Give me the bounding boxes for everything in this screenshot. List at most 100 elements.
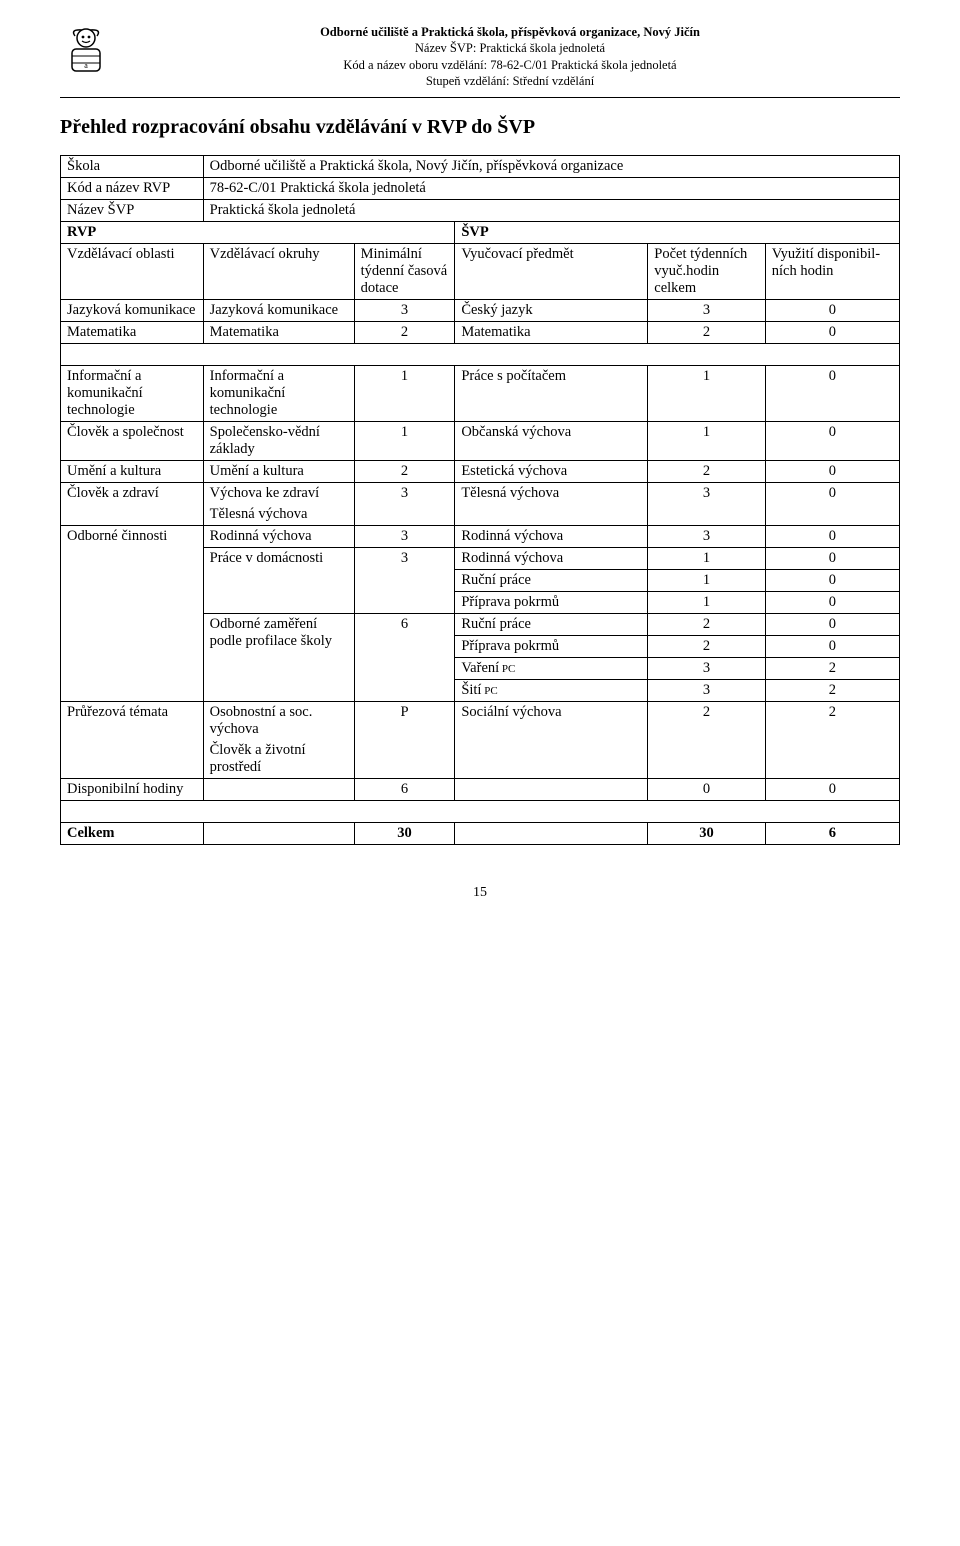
header-text: Odborné učiliště a Praktická škola, přís… xyxy=(120,24,900,89)
cell-disp: 0 xyxy=(765,300,899,322)
intro-label-nazev: Název ŠVP xyxy=(61,200,204,222)
cell-hrs: 3 xyxy=(648,680,765,702)
page: a Odborné učiliště a Praktická škola, př… xyxy=(0,0,960,921)
total-disp: 6 xyxy=(765,823,899,845)
cell-dot: 3 xyxy=(354,483,455,526)
cell-disp: 0 xyxy=(765,614,899,636)
cell-hrs: 3 xyxy=(648,526,765,548)
cell-disp: 0 xyxy=(765,570,899,592)
cell-subj: Vaření PC xyxy=(455,658,648,680)
cell-dot: 1 xyxy=(354,366,455,422)
cell-okruh: Odborné zaměření podle profilace školy xyxy=(203,614,354,702)
page-title: Přehled rozpracování obsahu vzdělávání v… xyxy=(60,116,900,139)
table-row: Matematika Matematika 2 Matematika 2 0 xyxy=(61,322,900,344)
cell-okruh: Rodinná výchova xyxy=(203,526,354,548)
cell-disp: 0 xyxy=(765,366,899,422)
cell-okruh: Umění a kultura xyxy=(203,461,354,483)
head-hrs: Počet týdenních vyuč.hodin celkem xyxy=(648,244,765,300)
table-row: Jazyková komunikace Jazyková komunikace … xyxy=(61,300,900,322)
cell-dot: P xyxy=(354,702,455,779)
cell-disp: 2 xyxy=(765,680,899,702)
table-row: Odborné činnosti Rodinná výchova 3 Rodin… xyxy=(61,526,900,548)
curriculum-table: Škola Odborné učiliště a Praktická škola… xyxy=(60,155,900,845)
cell-dot: 2 xyxy=(354,461,455,483)
cell-hrs: 3 xyxy=(648,300,765,322)
cell-okruh: Osobnostní a soc. výchova xyxy=(203,702,354,741)
cell-area: Umění a kultura xyxy=(61,461,204,483)
table-head-row-2: Vzdělávací oblasti Vzdělávací okruhy Min… xyxy=(61,244,900,300)
cell-hrs: 2 xyxy=(648,461,765,483)
logo-icon: a xyxy=(60,26,112,78)
cell-subj: Ruční práce xyxy=(455,570,648,592)
cell-subj: Příprava pokrmů xyxy=(455,636,648,658)
cell-okruh: Tělesná výchova xyxy=(203,504,354,526)
table-row: Člověk a společnost Společensko-vědní zá… xyxy=(61,422,900,461)
cell-subj: Šití PC xyxy=(455,680,648,702)
cell-okruh: Informační a komunikační technologie xyxy=(203,366,354,422)
total-dot: 30 xyxy=(354,823,455,845)
header-line-3: Kód a název oboru vzdělání: 78-62-C/01 P… xyxy=(120,57,900,73)
cell-subj: Příprava pokrmů xyxy=(455,592,648,614)
table-row: Průřezová témata Osobnostní a soc. výcho… xyxy=(61,702,900,741)
cell-disp: 0 xyxy=(765,461,899,483)
cell-hrs: 2 xyxy=(648,322,765,344)
cell-area: Odborné činnosti xyxy=(61,526,204,702)
head-area: Vzdělávací oblasti xyxy=(61,244,204,300)
cell-area: Člověk a zdraví xyxy=(61,483,204,526)
cell-area: Informační a komunikační technologie xyxy=(61,366,204,422)
cell-dot: 3 xyxy=(354,526,455,548)
cell-hrs: 1 xyxy=(648,548,765,570)
head-svp: ŠVP xyxy=(455,222,900,244)
total-label: Celkem xyxy=(61,823,204,845)
table-row: Informační a komunikační technologie Inf… xyxy=(61,366,900,422)
intro-value-skola: Odborné učiliště a Praktická škola, Nový… xyxy=(203,156,899,178)
spacer-row xyxy=(61,344,900,366)
cell-disp: 0 xyxy=(765,483,899,526)
cell-hrs: 2 xyxy=(648,702,765,779)
cell-disp: 0 xyxy=(765,592,899,614)
subj-name: Šití xyxy=(461,682,481,698)
cell-disp: 0 xyxy=(765,548,899,570)
cell-okruh: Práce v domácnosti xyxy=(203,548,354,614)
cell-subj: Český jazyk xyxy=(455,300,648,322)
cell-disp: 2 xyxy=(765,702,899,779)
svg-text:a: a xyxy=(84,61,88,70)
cell-hrs: 3 xyxy=(648,658,765,680)
cell-subj: Rodinná výchova xyxy=(455,526,648,548)
cell-okruh: Matematika xyxy=(203,322,354,344)
spacer-row xyxy=(61,801,900,823)
cell-okruh xyxy=(203,779,354,801)
cell-hrs: 0 xyxy=(648,779,765,801)
intro-label-skola: Škola xyxy=(61,156,204,178)
cell-okruh: Společensko-vědní základy xyxy=(203,422,354,461)
cell-subj: Občanská výchova xyxy=(455,422,648,461)
cell-subj xyxy=(455,823,648,845)
cell-area: Člověk a společnost xyxy=(61,422,204,461)
table-row: Název ŠVP Praktická škola jednoletá xyxy=(61,200,900,222)
page-header: a Odborné učiliště a Praktická škola, př… xyxy=(60,24,900,95)
subj-suffix: PC xyxy=(481,685,497,697)
cell-disp: 0 xyxy=(765,636,899,658)
cell-hrs: 3 xyxy=(648,483,765,526)
cell-subj: Rodinná výchova xyxy=(455,548,648,570)
cell-dot: 1 xyxy=(354,422,455,461)
header-line-1: Odborné učiliště a Praktická škola, přís… xyxy=(120,24,900,40)
cell-okruh: Jazyková komunikace xyxy=(203,300,354,322)
subj-suffix: PC xyxy=(499,663,515,675)
cell-hrs: 1 xyxy=(648,570,765,592)
cell-hrs: 2 xyxy=(648,614,765,636)
cell-hrs: 2 xyxy=(648,636,765,658)
cell-subj: Matematika xyxy=(455,322,648,344)
table-row: Disponibilní hodiny 6 0 0 xyxy=(61,779,900,801)
cell-disp: 0 xyxy=(765,526,899,548)
intro-label-kod: Kód a název RVP xyxy=(61,178,204,200)
cell-okruh: Člověk a životní prostředí xyxy=(203,740,354,779)
table-row: Škola Odborné učiliště a Praktická škola… xyxy=(61,156,900,178)
head-disp: Využití disponibil-ních hodin xyxy=(765,244,899,300)
intro-value-nazev: Praktická škola jednoletá xyxy=(203,200,899,222)
cell-subj: Tělesná výchova xyxy=(455,483,648,526)
head-rvp: RVP xyxy=(61,222,455,244)
cell-dot: 3 xyxy=(354,300,455,322)
table-total-row: Celkem 30 30 6 xyxy=(61,823,900,845)
table-row: Kód a název RVP 78-62-C/01 Praktická ško… xyxy=(61,178,900,200)
